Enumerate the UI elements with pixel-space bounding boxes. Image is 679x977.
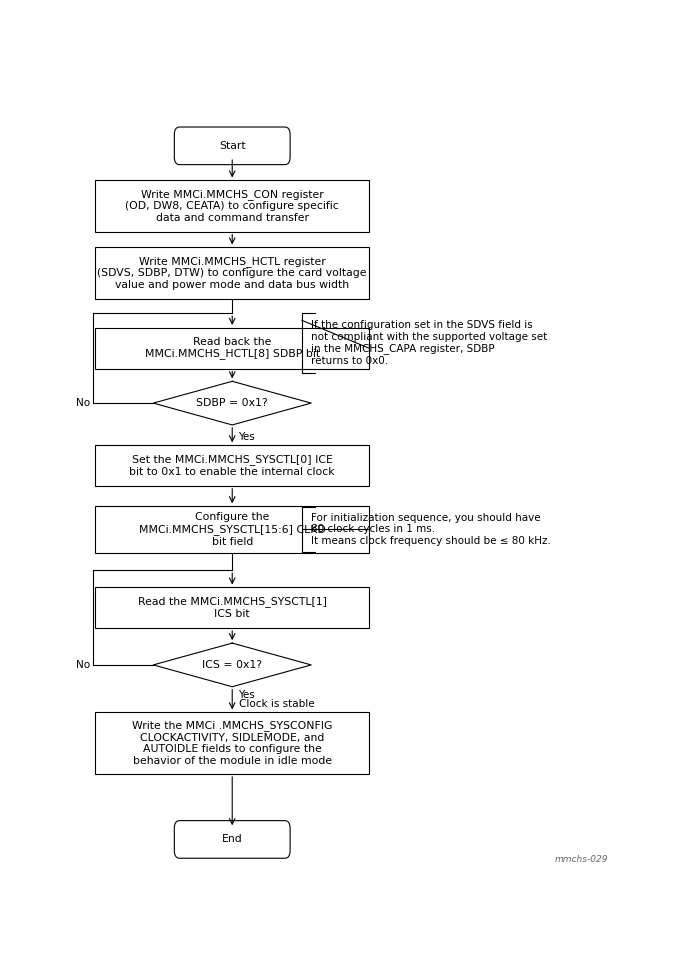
Bar bbox=[95, 446, 369, 486]
Bar bbox=[95, 587, 369, 628]
Text: Configure the
MMCi.MMCHS_SYSCTL[15:6] CLKD
bit field: Configure the MMCi.MMCHS_SYSCTL[15:6] CL… bbox=[139, 513, 326, 546]
Text: SDBP = 0x1?: SDBP = 0x1? bbox=[196, 398, 268, 408]
Text: Write MMCi.MMCHS_HCTL register
(SDVS, SDBP, DTW) to configure the card voltage
v: Write MMCi.MMCHS_HCTL register (SDVS, SD… bbox=[98, 256, 367, 290]
Bar bbox=[95, 506, 369, 553]
FancyBboxPatch shape bbox=[175, 127, 290, 165]
Text: Yes: Yes bbox=[238, 690, 255, 700]
Bar bbox=[95, 712, 369, 774]
Text: No: No bbox=[76, 659, 90, 670]
Text: For initialization sequence, you should have
80 clock cycles in 1 ms.
It means c: For initialization sequence, you should … bbox=[312, 513, 551, 546]
Bar bbox=[95, 181, 369, 232]
Text: Write MMCi.MMCHS_CON register
(OD, DW8, CEATA) to configure specific
data and co: Write MMCi.MMCHS_CON register (OD, DW8, … bbox=[126, 189, 339, 223]
Text: Write the MMCi .MMCHS_SYSCONFIG
CLOCKACTIVITY, SIDLEMODE, and
AUTOIDLE fields to: Write the MMCi .MMCHS_SYSCONFIG CLOCKACT… bbox=[132, 720, 333, 766]
Text: Set the MMCi.MMCHS_SYSCTL[0] ICE
bit to 0x1 to enable the internal clock: Set the MMCi.MMCHS_SYSCTL[0] ICE bit to … bbox=[130, 454, 335, 477]
Text: Start: Start bbox=[219, 141, 246, 150]
Bar bbox=[95, 247, 369, 299]
Text: Yes: Yes bbox=[238, 433, 255, 443]
Text: mmchs-029: mmchs-029 bbox=[555, 855, 608, 864]
Text: Clock is stable: Clock is stable bbox=[238, 699, 314, 708]
FancyBboxPatch shape bbox=[175, 821, 290, 858]
Text: Read back the
MMCi.MMCHS_HCTL[8] SDBP bit: Read back the MMCi.MMCHS_HCTL[8] SDBP bi… bbox=[145, 337, 320, 360]
Bar bbox=[95, 328, 369, 368]
Text: No: No bbox=[76, 398, 90, 408]
Text: ICS = 0x1?: ICS = 0x1? bbox=[202, 659, 262, 670]
Text: If the configuration set in the SDVS field is
not compliant with the supported v: If the configuration set in the SDVS fie… bbox=[312, 320, 548, 365]
Text: End: End bbox=[222, 834, 242, 844]
Text: Read the MMCi.MMCHS_SYSCTL[1]
ICS bit: Read the MMCi.MMCHS_SYSCTL[1] ICS bit bbox=[138, 597, 327, 619]
